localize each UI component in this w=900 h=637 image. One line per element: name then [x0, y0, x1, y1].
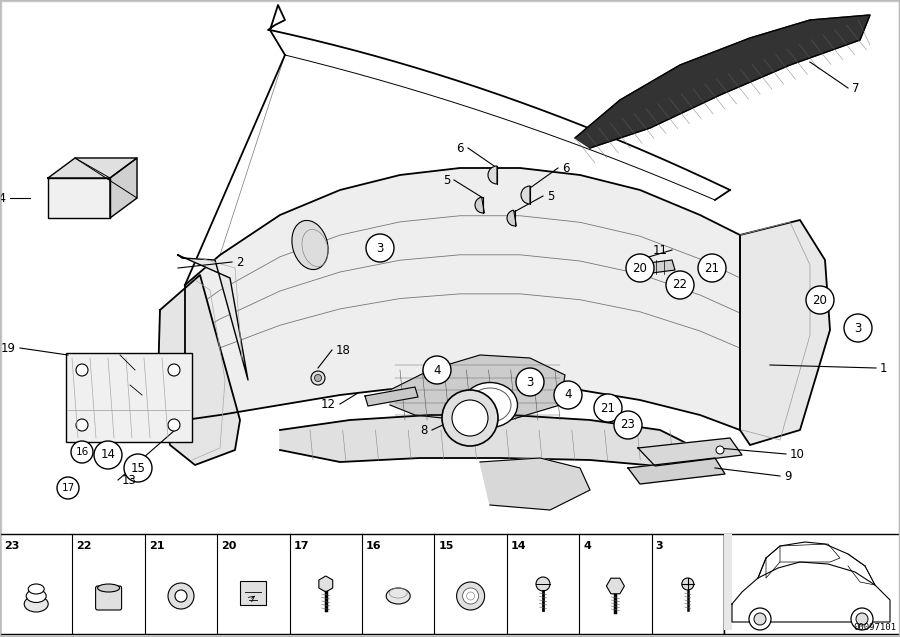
Polygon shape — [740, 220, 830, 445]
Circle shape — [423, 356, 451, 384]
Text: 4: 4 — [433, 364, 441, 376]
Circle shape — [366, 234, 394, 262]
Text: 16: 16 — [76, 447, 88, 457]
Circle shape — [124, 454, 152, 482]
Polygon shape — [628, 458, 725, 484]
Text: 3: 3 — [655, 541, 663, 551]
Circle shape — [698, 254, 726, 282]
Text: 2: 2 — [236, 255, 244, 269]
FancyBboxPatch shape — [240, 581, 266, 605]
Circle shape — [168, 419, 180, 431]
Text: 21: 21 — [148, 541, 165, 551]
Circle shape — [314, 375, 321, 382]
Text: 18: 18 — [336, 343, 351, 357]
Polygon shape — [48, 178, 110, 218]
Text: 21: 21 — [705, 262, 719, 275]
Polygon shape — [185, 168, 740, 430]
Text: 24: 24 — [0, 192, 6, 204]
Circle shape — [614, 411, 642, 439]
Wedge shape — [521, 186, 530, 204]
Ellipse shape — [26, 589, 46, 603]
Text: 8: 8 — [420, 424, 428, 436]
FancyBboxPatch shape — [0, 534, 724, 634]
Wedge shape — [488, 166, 497, 184]
Polygon shape — [48, 158, 137, 178]
Circle shape — [76, 419, 88, 431]
Ellipse shape — [97, 584, 120, 592]
Text: 3: 3 — [854, 322, 861, 334]
Polygon shape — [638, 438, 742, 466]
Circle shape — [666, 271, 694, 299]
Circle shape — [57, 477, 79, 499]
Polygon shape — [390, 355, 565, 420]
Text: 14: 14 — [101, 448, 115, 461]
Text: 22: 22 — [672, 278, 688, 292]
Wedge shape — [475, 197, 484, 213]
Circle shape — [516, 368, 544, 396]
Text: 10: 10 — [790, 448, 805, 461]
Text: 5: 5 — [443, 173, 450, 187]
Polygon shape — [480, 458, 590, 510]
Circle shape — [536, 577, 550, 591]
Polygon shape — [158, 275, 240, 465]
Text: 12: 12 — [321, 397, 336, 410]
Text: 4: 4 — [583, 541, 591, 551]
Text: 3: 3 — [526, 375, 534, 389]
Circle shape — [749, 608, 771, 630]
Polygon shape — [268, 5, 285, 30]
FancyBboxPatch shape — [95, 586, 122, 610]
Text: 15: 15 — [438, 541, 454, 551]
Circle shape — [463, 588, 479, 604]
Text: 16: 16 — [366, 541, 382, 551]
Text: 20: 20 — [221, 541, 237, 551]
Text: 7: 7 — [852, 82, 860, 94]
Text: 17: 17 — [293, 541, 309, 551]
Ellipse shape — [28, 584, 44, 594]
FancyBboxPatch shape — [724, 534, 732, 630]
Polygon shape — [110, 158, 137, 218]
Wedge shape — [507, 210, 517, 226]
Polygon shape — [633, 260, 675, 275]
Ellipse shape — [386, 588, 410, 604]
Text: 17: 17 — [61, 483, 75, 493]
Polygon shape — [280, 415, 700, 468]
Polygon shape — [575, 15, 870, 148]
FancyBboxPatch shape — [724, 534, 900, 634]
Ellipse shape — [24, 596, 49, 612]
Text: 11: 11 — [653, 243, 668, 257]
Text: 6: 6 — [456, 141, 464, 155]
Polygon shape — [178, 255, 248, 380]
Circle shape — [94, 441, 122, 469]
Text: 00097101: 00097101 — [853, 623, 896, 632]
Ellipse shape — [463, 382, 518, 427]
Circle shape — [442, 390, 498, 446]
Text: 23: 23 — [621, 419, 635, 431]
Circle shape — [76, 364, 88, 376]
Circle shape — [844, 314, 872, 342]
Circle shape — [554, 381, 582, 409]
Text: 20: 20 — [633, 262, 647, 275]
Circle shape — [682, 578, 694, 590]
Circle shape — [856, 613, 868, 625]
Text: 1: 1 — [880, 362, 887, 375]
Circle shape — [594, 394, 622, 422]
Text: 3: 3 — [376, 241, 383, 255]
Circle shape — [806, 286, 834, 314]
Circle shape — [851, 608, 873, 630]
Text: 20: 20 — [813, 294, 827, 306]
Text: 4: 4 — [564, 389, 572, 401]
Circle shape — [456, 582, 484, 610]
FancyBboxPatch shape — [66, 353, 192, 442]
Text: 22: 22 — [76, 541, 92, 551]
Text: 13: 13 — [122, 473, 137, 487]
Circle shape — [754, 613, 766, 625]
Text: 5: 5 — [547, 189, 554, 203]
Text: 19: 19 — [1, 341, 16, 355]
Text: 9: 9 — [784, 469, 791, 482]
Circle shape — [452, 400, 488, 436]
Circle shape — [716, 446, 724, 454]
Circle shape — [71, 441, 93, 463]
Text: 6: 6 — [562, 162, 570, 175]
Text: 15: 15 — [130, 461, 146, 475]
